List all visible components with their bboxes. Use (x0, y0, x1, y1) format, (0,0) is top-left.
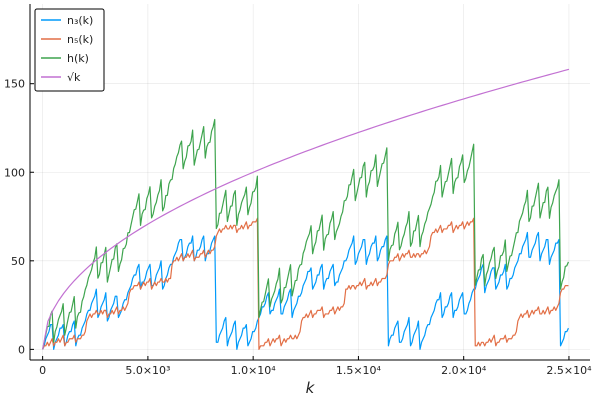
x-tick-label: 0 (39, 364, 46, 377)
plot-area (42, 68, 570, 350)
series-line-0 (42, 231, 569, 350)
legend-label-2: h(k) (67, 52, 89, 65)
x-tick-label: 2.0×10⁴ (441, 364, 487, 377)
x-tick-label: 1.5×10⁴ (336, 364, 382, 377)
legend-label-0: n₃(k) (67, 14, 93, 27)
grid (30, 4, 590, 360)
legend: n₃(k) n₅(k) h(k) √k (34, 8, 105, 92)
x-tick-label: 2.5×10⁴ (546, 364, 592, 377)
series-line-1 (42, 217, 569, 350)
axes: 0 5.0×10³ 1.0×10⁴ 1.5×10⁴ 2.0×10⁴ 2.5×10⁴ 0 50 1… (4, 4, 592, 397)
series-line-2 (42, 118, 569, 350)
x-tick-label: 5.0×10³ (125, 364, 170, 377)
y-tick-label: 100 (4, 166, 25, 179)
y-tick-label: 150 (4, 78, 25, 91)
x-tick-label: 1.0×10⁴ (231, 364, 277, 377)
legend-box (34, 8, 105, 92)
y-tick-label: 50 (11, 255, 25, 268)
y-tick-label: 0 (18, 343, 25, 356)
series-line-3 (42, 68, 570, 350)
legend-label-1: n₅(k) (67, 33, 93, 46)
x-axis-label: k (306, 379, 316, 397)
legend-label-3: √k (67, 71, 81, 84)
